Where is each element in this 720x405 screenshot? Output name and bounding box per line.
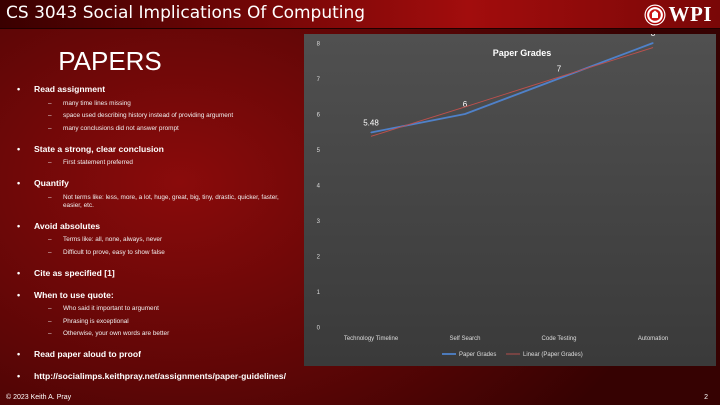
chart-title: Paper Grades bbox=[493, 48, 552, 58]
bullet-list: Read assignment many time lines missing sp… bbox=[14, 84, 296, 382]
data-point bbox=[464, 113, 466, 115]
bullet-item: Read assignment bbox=[14, 84, 296, 95]
wpi-logo-text: WPI bbox=[668, 2, 712, 26]
bullet-item: Quantify bbox=[14, 178, 296, 189]
slide-heading: PAPERS bbox=[58, 46, 162, 76]
bullet-item: Cite as specified [1] bbox=[14, 268, 296, 279]
page-number: 2 bbox=[704, 394, 708, 401]
sub-bullet-item: space used describing history instead of… bbox=[14, 112, 296, 120]
sub-bullet-item: Phrasing is exceptional bbox=[14, 318, 296, 326]
paper-grades-chart: Paper Grades 0 1 2 3 4 5 6 7 8 Technology Timeline… bbox=[304, 34, 716, 366]
y-tick-label: 3 bbox=[317, 219, 321, 225]
sub-bullet-item: Not terms like: less, more, a lot, huge,… bbox=[14, 194, 296, 210]
sub-bullet-item: Otherwise, your own words are better bbox=[14, 330, 296, 338]
y-tick-label: 8 bbox=[317, 42, 321, 48]
data-point bbox=[370, 131, 372, 134]
data-label: 8 bbox=[651, 34, 656, 38]
y-tick-label: 1 bbox=[317, 290, 321, 296]
sub-bullet-item: Who said it important to argument bbox=[14, 305, 296, 313]
y-tick-label: 0 bbox=[317, 326, 321, 332]
series-line bbox=[370, 42, 654, 134]
bullet-item: When to use quote: bbox=[14, 290, 296, 301]
wpi-logo: WPI bbox=[644, 2, 713, 27]
y-tick-label: 7 bbox=[317, 77, 321, 83]
data-label: 6 bbox=[463, 100, 468, 109]
data-point bbox=[558, 77, 560, 80]
chart-svg: Paper Grades 0 1 2 3 4 5 6 7 8 Technology Timeline… bbox=[317, 34, 669, 358]
wpi-seal-icon bbox=[644, 4, 665, 25]
sub-bullet-item: Terms like: all, none, always, never bbox=[14, 236, 296, 244]
sub-bullet-item: many time lines missing bbox=[14, 100, 296, 108]
course-title: CS 3043 Social Implications Of Computing bbox=[6, 3, 366, 23]
data-point bbox=[652, 42, 654, 44]
x-tick-label: Technology Timeline bbox=[344, 336, 399, 342]
x-tick-label: Automation bbox=[638, 336, 668, 342]
bullet-item: Read paper aloud to proof bbox=[14, 349, 296, 360]
y-tick-label: 4 bbox=[317, 184, 321, 190]
y-tick-label: 6 bbox=[317, 113, 321, 119]
bullet-item: Avoid absolutes bbox=[14, 221, 296, 232]
data-label: 5.48 bbox=[363, 118, 379, 127]
y-tick-label: 5 bbox=[317, 148, 321, 154]
y-tick-label: 2 bbox=[317, 255, 321, 261]
data-label: 7 bbox=[557, 65, 562, 74]
footer-copyright: © 2023 Keith A. Pray bbox=[6, 394, 72, 401]
x-tick-label: Self Search bbox=[449, 336, 480, 342]
title-bar: CS 3043 Social Implications Of Computing… bbox=[0, 0, 720, 29]
legend-label: Paper Grades bbox=[459, 352, 496, 358]
x-tick-label: Code Testing bbox=[542, 336, 577, 342]
sub-bullet-item: First statement preferred bbox=[14, 159, 296, 167]
sub-bullet-item: many conclusions did not answer prompt bbox=[14, 125, 296, 133]
sub-bullet-item: Difficult to prove, easy to show false bbox=[14, 249, 296, 257]
legend-label: Linear (Paper Grades) bbox=[523, 352, 583, 358]
trendline bbox=[370, 47, 654, 137]
bullet-item: State a strong, clear conclusion bbox=[14, 144, 296, 155]
bullet-item[interactable]: http://socialimps.keithpray.net/assignme… bbox=[14, 371, 296, 382]
